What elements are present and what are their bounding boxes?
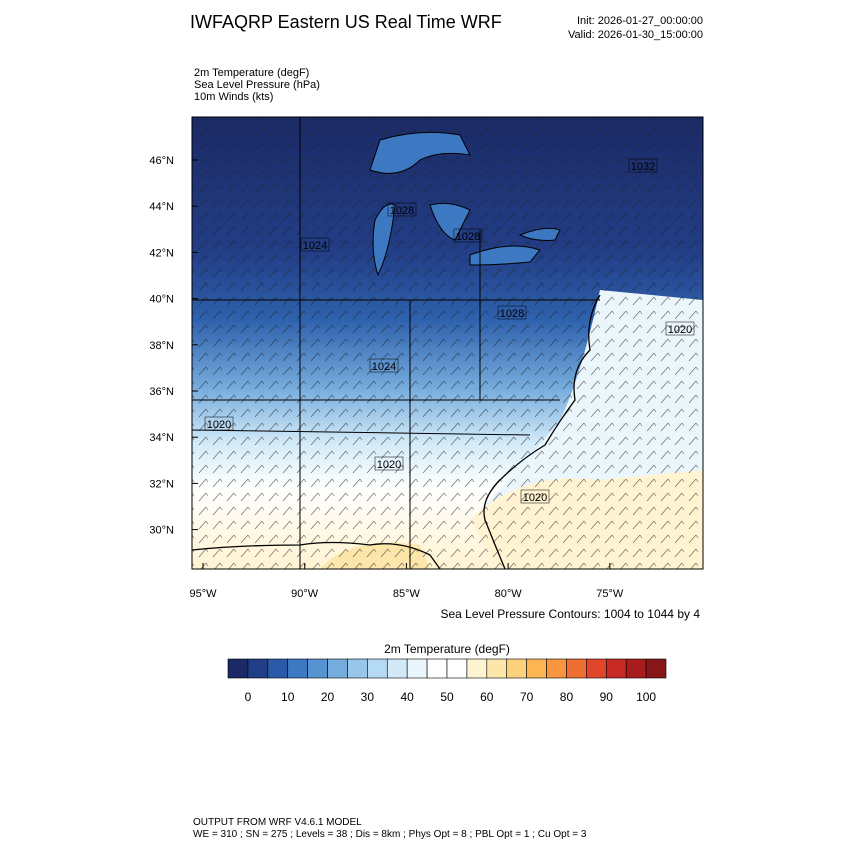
contour-label: 1028	[500, 308, 524, 320]
contour-labels: 1032 1028 1028 1024 1028 1024 1020 1020 1020 1020	[204, 158, 695, 504]
colorbar-box	[247, 658, 269, 679]
colorbar-box	[227, 658, 249, 679]
contour-label: 1032	[631, 161, 655, 173]
colorbar-title: 2m Temperature (degF)	[384, 642, 510, 656]
map-frame	[191, 116, 704, 570]
colorbar-box	[327, 658, 348, 679]
colorbar-box	[566, 658, 587, 679]
colorbar-box	[386, 658, 408, 679]
contour-label: 1028	[456, 231, 480, 243]
colorbar-box	[307, 658, 328, 679]
contour-label: 1028	[390, 205, 414, 217]
colorbar-label: 70	[520, 690, 534, 704]
lat-label: 44°N	[149, 201, 174, 213]
footer-line: OUTPUT FROM WRF V4.6.1 MODEL	[193, 817, 362, 828]
contour-label-box	[665, 321, 695, 336]
map: 1032 1028 1028 1024 1028 1024 1020 1020 1020 1020	[192, 117, 703, 569]
colorbar-box	[347, 658, 368, 679]
field-name: 10m Winds (kts)	[194, 91, 273, 103]
lon-label: 85°W	[393, 588, 421, 600]
colorbar-label: 50	[440, 690, 454, 704]
colorbar-box	[586, 658, 607, 679]
contour-label-box	[300, 237, 330, 252]
colorbar-label: 30	[361, 690, 375, 704]
colorbar-label: 80	[560, 690, 574, 704]
colorbar-label: 0	[245, 690, 252, 704]
lon-label: 80°W	[495, 588, 523, 600]
valid-time: Valid: 2026-01-30_15:00:00	[568, 29, 703, 41]
wind-barbs	[192, 117, 703, 569]
lat-label: 34°N	[149, 432, 174, 444]
colorbar-box	[486, 658, 508, 679]
colorbar-label: 20	[321, 690, 335, 704]
colorbar-box	[367, 658, 388, 679]
colorbar-label: 10	[281, 690, 295, 704]
contour-label-box	[387, 202, 417, 217]
colorbar-label: 40	[401, 690, 415, 704]
lat-labels: 46°N 44°N 42°N 40°N 38°N 36°N 34°N 32°N 30°N	[149, 155, 198, 537]
great-lakes	[369, 131, 561, 277]
title: IWFAQRP Eastern US Real Time WRF	[190, 12, 502, 32]
lon-labels: 95°W 90°W 85°W 80°W 75°W	[189, 563, 624, 600]
colorbar-box	[546, 658, 567, 679]
field-name: Sea Level Pressure (hPa)	[194, 79, 320, 91]
contour-label-box	[369, 358, 399, 373]
contour-label-box	[374, 456, 404, 471]
contour-label-box	[628, 158, 658, 173]
contour-label: 1024	[372, 361, 396, 373]
contour-label: 1020	[523, 492, 547, 504]
colorbar-box	[466, 658, 488, 679]
colorbar-box	[267, 658, 289, 679]
colorbar-box	[526, 658, 547, 679]
lat-label: 38°N	[149, 340, 174, 352]
contour-caption: Sea Level Pressure Contours: 1004 to 104…	[441, 607, 701, 621]
contour-label-box	[520, 489, 550, 504]
footer-line: WE = 310 ; SN = 275 ; Levels = 38 ; Dis …	[193, 829, 587, 840]
colorbar-box	[506, 658, 527, 679]
lat-label: 36°N	[149, 386, 174, 398]
lat-label: 42°N	[149, 247, 174, 259]
lon-label: 90°W	[291, 588, 319, 600]
colorbar-box	[426, 658, 448, 679]
lon-label: 95°W	[189, 588, 217, 600]
contour-label: 1020	[668, 324, 692, 336]
colorbar-label: 100	[636, 690, 656, 704]
field-list: 2m Temperature (degF)Sea Level Pressure …	[194, 67, 320, 103]
contour-label-box	[497, 305, 527, 320]
init-time: Init: 2026-01-27_00:00:00	[577, 15, 703, 27]
contour-label-box	[204, 416, 234, 431]
colorbar-box	[625, 658, 647, 679]
contour-label: 1020	[207, 419, 231, 431]
colorbar-box	[645, 658, 667, 679]
colorbar-box	[406, 658, 428, 679]
colorbar-box	[605, 658, 627, 679]
contour-label: 1024	[303, 240, 327, 252]
colorbar-box	[287, 658, 308, 679]
lat-label: 30°N	[149, 525, 174, 537]
colorbar-label: 60	[480, 690, 494, 704]
coastline	[192, 294, 601, 569]
contour-label: 1020	[377, 459, 401, 471]
colorbar-label: 90	[600, 690, 614, 704]
field-name: 2m Temperature (degF)	[194, 67, 309, 79]
state-borders	[192, 117, 600, 569]
lat-label: 32°N	[149, 478, 174, 490]
colorbar: 0 10 20 30 40 50 60 70 80 90 100	[227, 658, 667, 704]
lat-label: 46°N	[149, 155, 174, 167]
lon-label: 75°W	[596, 588, 624, 600]
contour-label-box	[453, 228, 483, 243]
lat-label: 40°N	[149, 294, 174, 306]
colorbar-box	[446, 658, 468, 679]
